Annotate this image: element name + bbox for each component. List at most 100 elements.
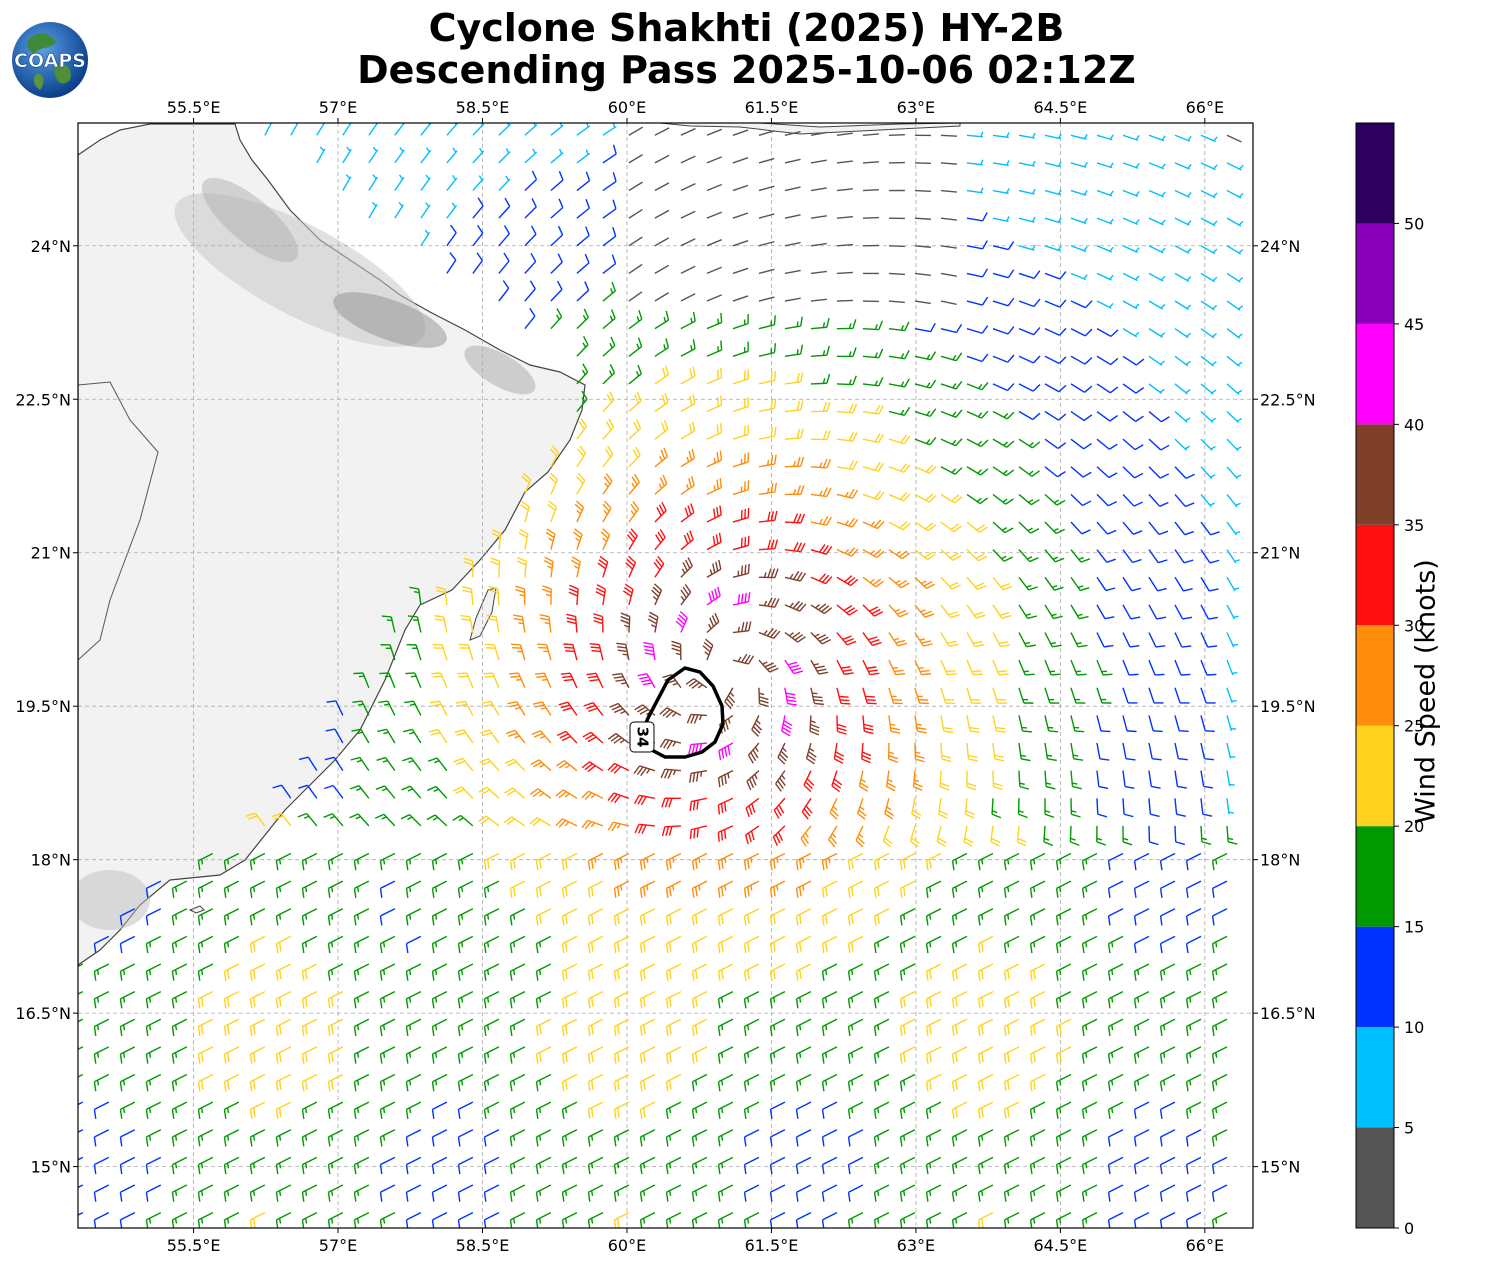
wind-barb	[912, 770, 923, 792]
wind-barb	[394, 201, 405, 219]
wind-barb	[1174, 328, 1192, 339]
wind-barb	[613, 991, 630, 1009]
wind-barb	[93, 1156, 110, 1175]
wind-barb	[628, 291, 643, 302]
wind-barb	[457, 1156, 474, 1175]
wind-barb	[914, 687, 930, 705]
lon-label-top: 64.5°E	[1034, 98, 1088, 117]
wind-barb	[1055, 1073, 1072, 1092]
wind-barb	[1174, 134, 1192, 142]
wind-barb	[324, 756, 344, 772]
wind-barb	[498, 225, 510, 247]
wind-barb	[535, 963, 552, 981]
wind-barb	[549, 445, 560, 468]
wind-barb	[639, 1073, 656, 1092]
wind-barb	[732, 157, 749, 164]
wind-barb	[368, 201, 378, 219]
wind-barb	[1148, 521, 1169, 536]
wind-barb	[566, 613, 578, 633]
wind-barb	[992, 576, 1013, 591]
wind-barb	[561, 935, 578, 954]
wind-barb	[758, 185, 775, 192]
wind-barb	[795, 852, 812, 871]
wind-barb	[914, 743, 925, 763]
wind-barb	[936, 825, 947, 848]
wind-barb	[862, 161, 879, 164]
wind-barb	[795, 1018, 812, 1037]
wind-barb	[1200, 549, 1220, 564]
wind-barb	[223, 852, 240, 871]
wind-barb	[784, 631, 806, 643]
wind-barb	[992, 354, 1015, 363]
wind-barb	[1044, 410, 1067, 421]
wind-barb	[1174, 604, 1193, 620]
wind-barb	[784, 428, 804, 440]
wind-barb	[706, 294, 722, 302]
wind-barb	[581, 819, 604, 830]
wind-barb	[977, 1129, 994, 1147]
wind-barb	[249, 1073, 266, 1092]
wind-barb	[405, 1046, 422, 1064]
wind-barb	[1044, 189, 1062, 196]
wind-barb	[680, 238, 696, 247]
wind-barb	[680, 421, 696, 440]
wind-barb	[665, 852, 682, 871]
wind-barb	[325, 728, 344, 744]
wind-barb	[925, 1184, 942, 1202]
wind-barb	[427, 785, 448, 799]
wind-barb	[1200, 576, 1219, 592]
wind-barb	[836, 299, 853, 302]
wind-barb	[951, 935, 968, 954]
wind-barb	[379, 963, 396, 981]
wind-barb	[691, 1156, 708, 1175]
wind-barb	[353, 935, 370, 954]
wind-barb	[561, 991, 578, 1009]
wind-barb	[795, 935, 812, 954]
wind-barb	[680, 210, 696, 219]
wind-barb	[602, 144, 617, 164]
wind-barb	[1148, 493, 1169, 507]
wind-barb	[607, 821, 630, 832]
wind-barb	[249, 935, 266, 954]
wind-barb	[1096, 217, 1114, 225]
wind-barb	[327, 852, 344, 871]
wind-barb	[784, 400, 804, 413]
wind-barb	[550, 123, 564, 136]
wind-barb	[977, 1046, 994, 1064]
wind-barb	[275, 1156, 292, 1175]
wind-barb	[431, 1129, 448, 1147]
wind-barb	[862, 348, 884, 359]
wind-barb	[769, 1046, 786, 1064]
wind-barb	[990, 825, 1001, 847]
wind-barb	[409, 586, 422, 605]
colorbar-tick-label: 25	[1404, 717, 1424, 736]
wind-barb	[862, 216, 879, 219]
wind-barb	[940, 742, 952, 763]
wind-barb	[1174, 383, 1191, 395]
wind-barb	[607, 792, 630, 804]
wind-barb	[561, 1018, 578, 1037]
wind-barb	[675, 610, 688, 633]
wind-barb	[1226, 659, 1238, 676]
wind-barb	[524, 170, 538, 192]
wind-barb	[1018, 604, 1037, 620]
wind-barb	[951, 1184, 968, 1202]
wind-barb	[1133, 1184, 1150, 1202]
wind-barb	[966, 131, 984, 138]
wind-barb	[758, 398, 777, 413]
wind-barb	[628, 309, 643, 330]
wind-barb	[654, 182, 670, 192]
wind-barb	[639, 1101, 656, 1119]
arabian-peninsula-land	[78, 123, 586, 966]
wind-barb	[1044, 466, 1066, 478]
wind-barb	[758, 426, 777, 440]
wind-barb	[940, 632, 959, 647]
wind-barb	[691, 935, 708, 954]
wind-barb	[836, 271, 853, 275]
wind-barb	[483, 1156, 500, 1175]
wind-barb	[1029, 880, 1046, 898]
wind-barb	[951, 908, 968, 926]
wind-barb	[1200, 438, 1216, 451]
wind-barb	[1148, 825, 1159, 846]
colorbar-tick-label: 10	[1404, 1018, 1424, 1037]
